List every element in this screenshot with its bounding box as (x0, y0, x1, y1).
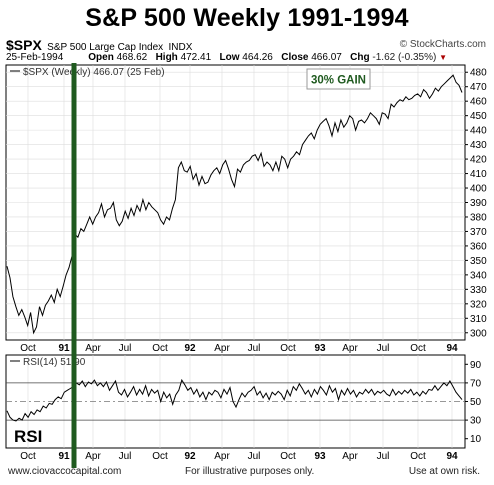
chg-label: Chg (350, 52, 370, 63)
rsi-x-tick-label: 92 (184, 451, 196, 462)
price-tick-label: 370 (470, 227, 487, 238)
rsi-x-tick-label: Oct (410, 451, 426, 462)
close-value: 466.07 (311, 52, 342, 63)
source-credit: © StockCharts.com (399, 39, 486, 50)
price-x-tick-label: Oct (152, 343, 168, 354)
rsi-x-tick-label: 94 (446, 451, 458, 462)
rsi-tick-label: 50 (470, 397, 482, 408)
price-series-line (6, 74, 463, 335)
price-tick-label: 350 (470, 256, 487, 267)
rsi-x-tick-label: Apr (85, 451, 101, 462)
rsi-x-tick-label: 91 (58, 451, 70, 462)
open-value: 468.62 (116, 52, 148, 63)
price-tick-label: 340 (470, 270, 487, 281)
open-label: Open (88, 52, 114, 63)
price-x-tick-label: Oct (20, 343, 36, 354)
price-x-tick-label: Jul (119, 343, 132, 354)
price-tick-label: 300 (470, 328, 487, 339)
price-tick-label: 470 (470, 82, 487, 93)
price-tick-label: 310 (470, 314, 487, 325)
price-x-tick-label: Oct (410, 343, 426, 354)
down-triangle-icon: ▼ (439, 53, 448, 62)
chart-title: S&P 500 Weekly 1991-1994 (85, 4, 409, 32)
quote-line: 25-Feb-1994 Open 468.62 High 472.41 Low … (6, 52, 447, 63)
price-tick-label: 420 (470, 155, 487, 166)
footer-disclaimer: For illustrative purposes only. (185, 466, 315, 477)
price-tick-label: 410 (470, 169, 487, 180)
rsi-x-tick-label: Jul (377, 451, 390, 462)
price-tick-label: 390 (470, 198, 487, 209)
price-tick-label: 480 (470, 68, 487, 79)
rsi-x-tick-label: Oct (20, 451, 36, 462)
gain-annotation-box (306, 68, 371, 90)
price-tick-label: 460 (470, 97, 487, 108)
exchange: INDX (168, 42, 193, 53)
high-label: High (155, 52, 178, 63)
price-x-tick-label: 91 (58, 343, 70, 354)
price-legend: $SPX (Weekly) 466.07 (25 Feb) (23, 67, 165, 78)
rsi-tick-label: 70 (470, 378, 482, 389)
price-tick-label: 380 (470, 212, 487, 223)
symbol-header: $SPX S&P 500 Large Cap Index INDX (6, 37, 192, 53)
rsi-tick-label: 90 (470, 360, 482, 371)
price-tick-label: 440 (470, 126, 487, 137)
price-tick-label: 330 (470, 285, 487, 296)
price-x-tick-label: Jul (377, 343, 390, 354)
rsi-tick-label: 30 (470, 416, 482, 427)
footer-risk: Use at own risk. (408, 466, 480, 477)
rsi-x-tick-label: 93 (314, 451, 326, 462)
price-x-tick-label: Apr (342, 343, 358, 354)
rsi-x-tick-label: Oct (280, 451, 296, 462)
rsi-series-line (6, 378, 463, 422)
highlight-marker-line (71, 63, 77, 468)
rsi-legend: RSI(14) 51.90 (23, 357, 86, 368)
price-tick-label: 360 (470, 241, 487, 252)
close-label: Close (281, 52, 309, 63)
price-x-tick-label: 92 (184, 343, 196, 354)
high-value: 472.41 (180, 52, 212, 63)
quote-date: 25-Feb-1994 (6, 52, 64, 63)
low-label: Low (219, 52, 240, 63)
price-x-tick-label: 94 (446, 343, 458, 354)
price-x-tick-label: Apr (214, 343, 230, 354)
price-x-tick-label: Apr (85, 343, 101, 354)
rsi-x-tick-label: Apr (214, 451, 230, 462)
index-name: S&P 500 Large Cap Index (47, 42, 164, 53)
rsi-x-tick-label: Oct (152, 451, 168, 462)
price-tick-label: 320 (470, 299, 487, 310)
rsi-x-tick-label: Apr (342, 451, 358, 462)
gain-annotation: 30% GAIN (311, 75, 366, 87)
price-tick-label: 400 (470, 184, 487, 195)
price-x-tick-label: 93 (314, 343, 326, 354)
rsi-panel-label: RSI (14, 427, 42, 446)
chg-value: -1.62 (-0.35%) (372, 52, 437, 63)
symbol: $SPX (6, 37, 42, 53)
price-tick-label: 450 (470, 111, 487, 122)
price-tick-label: 430 (470, 140, 487, 151)
price-x-tick-label: Jul (248, 343, 261, 354)
rsi-x-tick-label: Jul (119, 451, 132, 462)
price-x-tick-label: Oct (280, 343, 296, 354)
footer-website: www.ciovaccocapital.com (8, 466, 122, 477)
rsi-tick-label: 10 (470, 434, 482, 445)
low-value: 464.26 (242, 52, 273, 63)
rsi-x-tick-label: Jul (248, 451, 261, 462)
